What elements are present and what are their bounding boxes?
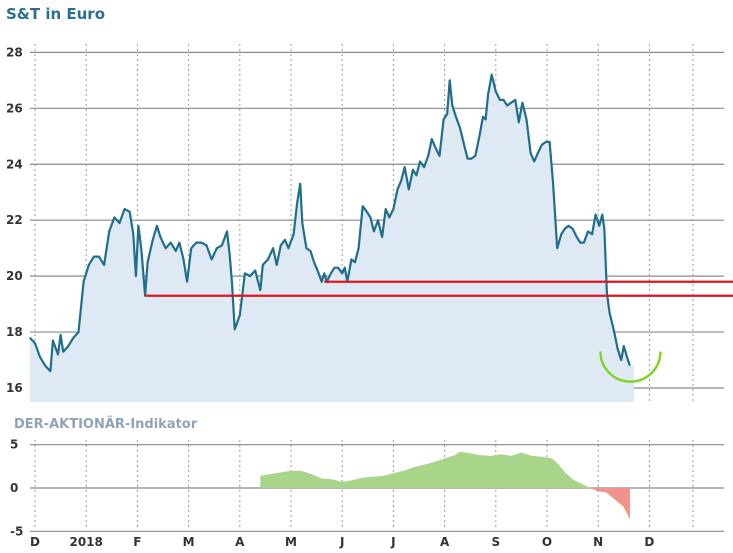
indicator-title: DER-AKTIONÄR-Indikator (14, 416, 198, 432)
x-tick-label: S (491, 535, 500, 549)
x-tick-label: D (30, 535, 40, 549)
indicator-negative-area (590, 488, 630, 520)
price-line (29, 73, 631, 373)
x-tick-label: A (440, 535, 450, 549)
x-tick-label: A (235, 535, 245, 549)
y-tick-label: 28 (6, 45, 23, 59)
y-tick-label: 20 (6, 269, 23, 283)
reversal-arc (599, 351, 662, 383)
indicator-y-tick-label: 5 (10, 438, 18, 452)
x-tick-label: O (542, 535, 552, 549)
price-area-fill (29, 74, 634, 403)
x-tick-label: M (183, 535, 195, 549)
price-chart: 16 18 20 22 24 26 28 (6, 44, 733, 403)
indicator-y-tick-label: 0 (10, 481, 18, 495)
y-tick-label: 24 (6, 157, 23, 171)
x-tick-label: J (390, 535, 395, 549)
y-tick-label: 16 (6, 381, 23, 395)
indicator-y-tick-label: -5 (10, 524, 23, 538)
y-tick-label: 22 (6, 213, 23, 227)
x-tick-label: D (644, 535, 654, 549)
x-tick-label: J (339, 535, 344, 549)
indicator-chart: 5 0 -5 D 2018 F M A M J J A S O N D (10, 438, 724, 549)
x-tick-label: 2018 (69, 535, 102, 549)
y-tick-label: 26 (6, 101, 23, 115)
chart-title: S&T in Euro (6, 5, 105, 23)
x-tick-label: F (133, 535, 141, 549)
y-tick-label: 18 (6, 325, 23, 339)
x-tick-label: M (285, 535, 297, 549)
x-tick-label: N (593, 535, 603, 549)
indicator-positive-area (260, 451, 591, 488)
